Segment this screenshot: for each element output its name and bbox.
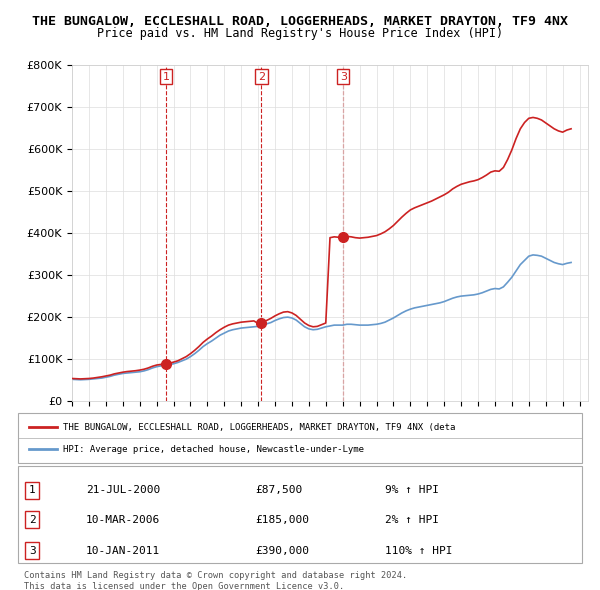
Text: £87,500: £87,500 — [255, 486, 302, 496]
Text: Price paid vs. HM Land Registry's House Price Index (HPI): Price paid vs. HM Land Registry's House … — [97, 27, 503, 40]
Text: 2: 2 — [258, 71, 265, 81]
Text: 3: 3 — [340, 71, 347, 81]
Text: £185,000: £185,000 — [255, 514, 309, 525]
FancyBboxPatch shape — [18, 413, 582, 463]
Text: 10-JAN-2011: 10-JAN-2011 — [86, 546, 160, 556]
Text: 3: 3 — [29, 546, 35, 556]
Text: 2% ↑ HPI: 2% ↑ HPI — [385, 514, 439, 525]
Text: 9% ↑ HPI: 9% ↑ HPI — [385, 486, 439, 496]
Text: £390,000: £390,000 — [255, 546, 309, 556]
Text: 10-MAR-2006: 10-MAR-2006 — [86, 514, 160, 525]
FancyBboxPatch shape — [18, 466, 582, 563]
Text: 1: 1 — [163, 71, 169, 81]
Text: THE BUNGALOW, ECCLESHALL ROAD, LOGGERHEADS, MARKET DRAYTON, TF9 4NX: THE BUNGALOW, ECCLESHALL ROAD, LOGGERHEA… — [32, 15, 568, 28]
Text: 2: 2 — [29, 514, 35, 525]
Text: 1: 1 — [29, 486, 35, 496]
Text: 110% ↑ HPI: 110% ↑ HPI — [385, 546, 452, 556]
Text: Contains HM Land Registry data © Crown copyright and database right 2024.
This d: Contains HM Land Registry data © Crown c… — [24, 571, 407, 590]
Text: HPI: Average price, detached house, Newcastle-under-Lyme: HPI: Average price, detached house, Newc… — [63, 445, 364, 454]
Text: 21-JUL-2000: 21-JUL-2000 — [86, 486, 160, 496]
Text: THE BUNGALOW, ECCLESHALL ROAD, LOGGERHEADS, MARKET DRAYTON, TF9 4NX (deta: THE BUNGALOW, ECCLESHALL ROAD, LOGGERHEA… — [63, 422, 455, 431]
